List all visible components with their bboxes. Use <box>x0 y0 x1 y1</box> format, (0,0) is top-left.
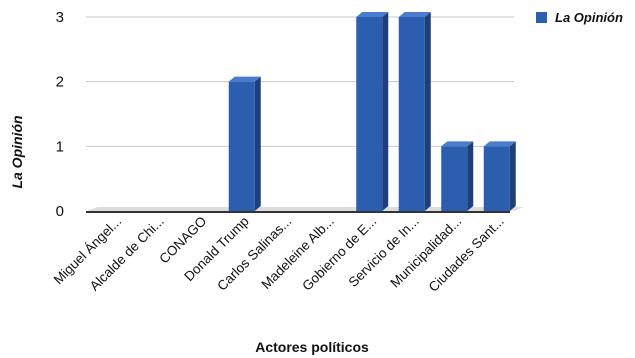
bar-front <box>399 17 425 211</box>
bar-side <box>255 77 261 211</box>
bar <box>484 141 516 211</box>
x-tick-label: Gobierno de E... <box>299 214 379 294</box>
y-tick-label: 0 <box>56 203 64 220</box>
y-tick-label: 3 <box>56 9 64 26</box>
x-tick-label: Madeleine Alb... <box>258 214 337 293</box>
y-tick-label: 1 <box>56 138 64 155</box>
bar-front <box>441 146 467 211</box>
y-axis-ticks: 0 1 2 3 <box>56 9 64 220</box>
x-tick-label: Carlos Salinas... <box>214 214 294 294</box>
legend: La Opinión <box>536 10 623 25</box>
x-tick-label: Ciudades Sant... <box>426 214 507 295</box>
y-axis-title: La Opinión <box>9 115 25 188</box>
x-axis-ticks: Miguel Ángel...Alcalde de Chi...CONAGODo… <box>51 214 507 295</box>
y-tick-label: 2 <box>56 74 64 91</box>
bar-side <box>382 12 388 211</box>
bar <box>399 12 431 211</box>
bar-side <box>510 141 516 211</box>
bars <box>229 12 516 211</box>
legend-label: La Opinión <box>555 10 623 25</box>
bar-front <box>484 146 510 211</box>
bar <box>229 77 261 211</box>
x-axis-title: Actores políticos <box>255 339 369 355</box>
gridlines <box>86 17 514 146</box>
bar-side <box>467 141 473 211</box>
x-tick-label: Alcalde de Chi... <box>87 214 167 294</box>
bar-side <box>425 12 431 211</box>
bar-front <box>229 82 255 211</box>
legend-swatch <box>536 12 547 23</box>
bar <box>356 12 388 211</box>
bar-front <box>356 17 382 211</box>
bar <box>441 141 473 211</box>
